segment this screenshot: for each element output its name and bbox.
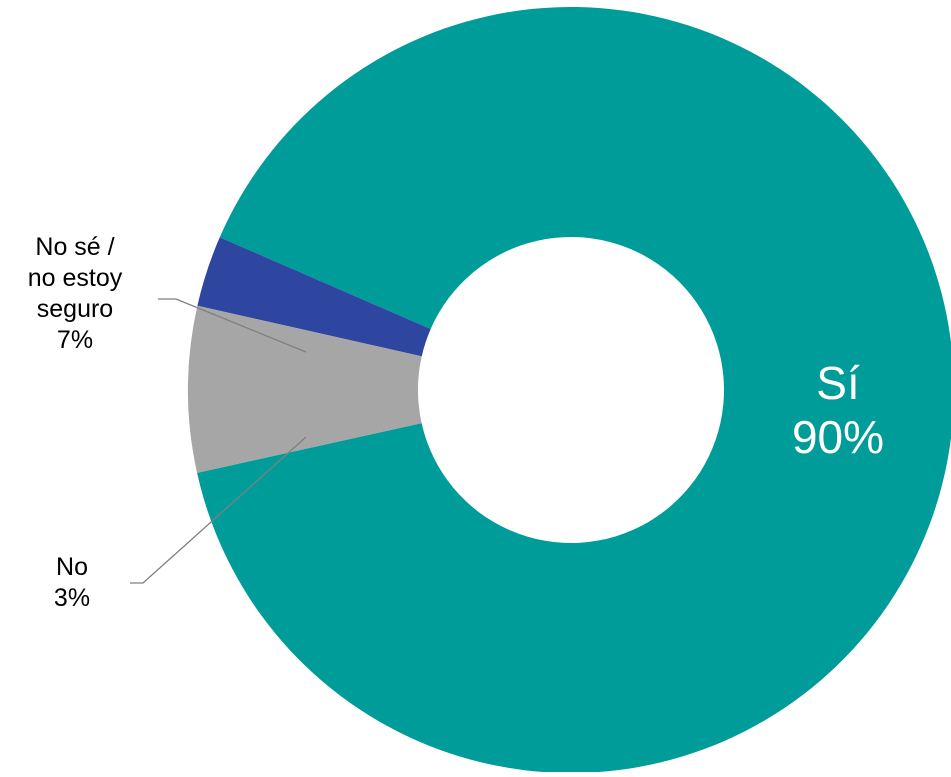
label-si-name: Sí	[816, 357, 860, 409]
data-label-no-se: No sé / no estoy seguro 7%	[5, 232, 145, 356]
leader-line-no-se	[158, 298, 307, 353]
label-no-value: 3%	[53, 584, 91, 612]
label-no-se-line2: no estoy	[27, 264, 123, 292]
label-no-se-line3: seguro	[36, 295, 114, 323]
data-label-si: Sí 90%	[768, 356, 908, 464]
label-si-value: 90%	[791, 411, 885, 463]
label-no-se-line1: No sé /	[35, 233, 115, 261]
slice-no-se	[188, 305, 422, 473]
label-no-se-value: 7%	[56, 326, 94, 354]
slice-si	[197, 7, 951, 773]
data-label-no: No 3%	[22, 552, 122, 614]
slice-no	[197, 237, 431, 357]
leader-line-no	[130, 436, 307, 584]
label-no-name: No	[56, 553, 88, 581]
